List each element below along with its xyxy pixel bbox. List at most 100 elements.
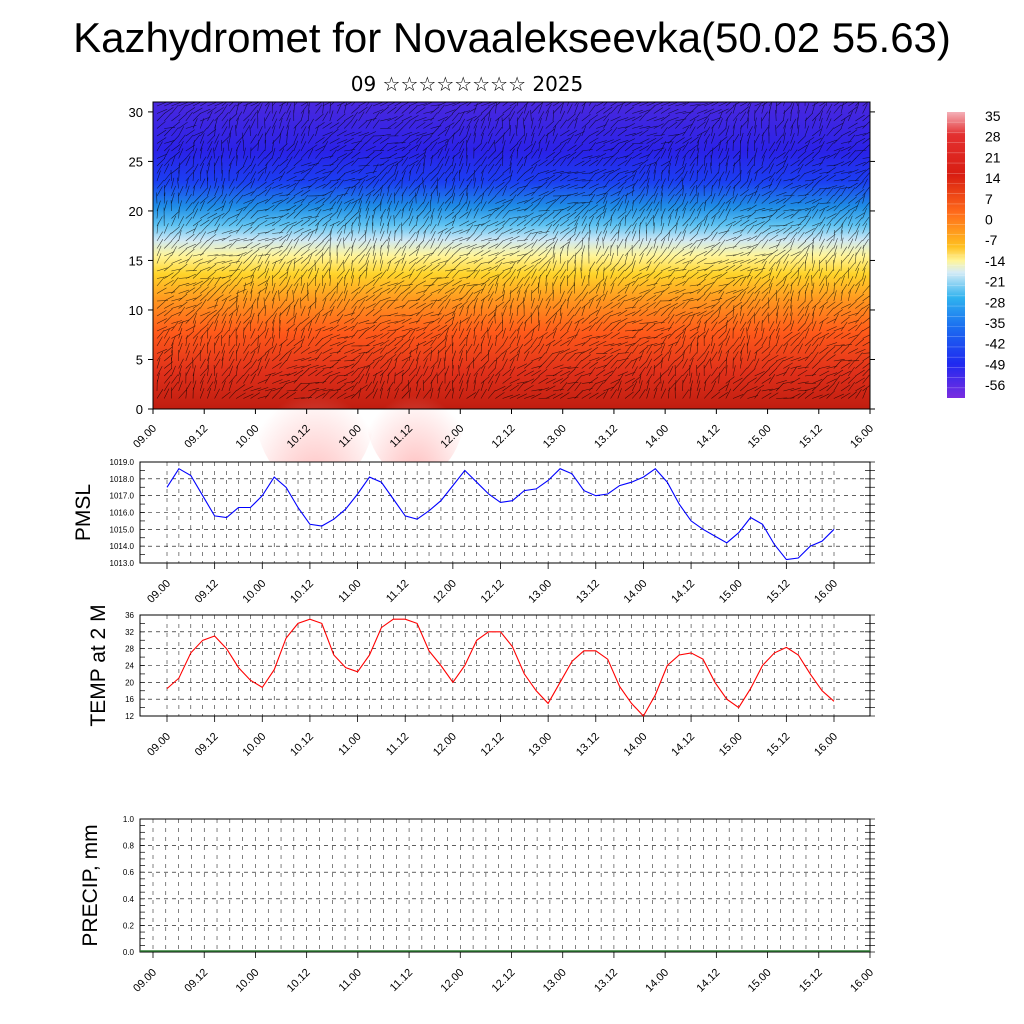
colorbar-label: -56: [985, 377, 1005, 393]
pmsl-x-tick-label: 15.12: [765, 578, 793, 606]
temp-x-tick-label: 15.12: [765, 731, 793, 759]
colorbar-label: -49: [985, 356, 1005, 372]
heatmap-y-tick-label: 10: [129, 303, 143, 318]
precip-y-tick-label: 0.0: [123, 948, 135, 957]
temp-x-tick-label: 14.12: [669, 731, 697, 759]
pmsl-x-tick-label: 10.12: [288, 578, 316, 606]
pmsl-y-tick-label: 1015.0: [110, 525, 135, 534]
temp-y-tick-label: 16: [125, 695, 134, 704]
pmsl-y-tick-label: 1016.0: [110, 509, 135, 518]
temp-x-tick-label: 13.12: [574, 731, 602, 759]
heatmap-x-tick-label: 12.12: [490, 423, 518, 451]
pmsl-x-tick-label: 09.00: [145, 578, 173, 606]
temp-y-tick-label: 28: [125, 645, 134, 654]
pmsl-x-tick-label: 14.12: [669, 578, 697, 606]
heatmap-x-tick-label: 09.12: [182, 423, 210, 451]
precip-x-tick-label: 16.00: [848, 967, 876, 995]
temp-y-tick-label: 20: [125, 678, 134, 687]
heatmap-x-tick-label: 15.00: [746, 423, 774, 451]
heatmap-y-tick-label: 30: [129, 105, 143, 120]
pmsl-y-tick-label: 1018.0: [110, 475, 135, 484]
pmsl-x-tick-label: 12.12: [479, 578, 507, 606]
colorbar-label: -14: [985, 253, 1005, 269]
pmsl-y-tick-label: 1017.0: [110, 492, 135, 501]
temp-x-tick-label: 11.00: [336, 731, 363, 758]
precip-y-tick-label: 0.6: [123, 868, 135, 877]
temp-x-tick-label: 14.00: [622, 731, 650, 759]
precip-x-tick-label: 13.00: [541, 967, 569, 995]
precip-x-tick-label: 11.12: [388, 967, 415, 994]
heatmap-x-tick-label: 13.12: [592, 423, 620, 451]
temp-y-tick-label: 12: [125, 712, 134, 721]
temp-x-tick-label: 12.12: [479, 731, 507, 759]
heatmap-y-tick-label: 25: [129, 154, 143, 169]
colorbar: [947, 112, 965, 398]
wind-barbs: [156, 101, 871, 399]
colorbar-label: -21: [985, 274, 1005, 290]
pmsl-series-line: [166, 467, 835, 561]
colorbar-label: 14: [985, 170, 1001, 186]
precip-x-tick-label: 15.12: [797, 967, 825, 995]
colorbar-label: 35: [985, 108, 1001, 124]
page-title: Kazhydromet for Novaalekseevka(50.02 55.…: [73, 14, 951, 61]
colorbar-label: 7: [985, 191, 993, 207]
temp-x-tick-label: 09.12: [193, 731, 221, 759]
pmsl-y-tick-label: 1013.0: [110, 559, 135, 568]
pmsl-x-tick-label: 09.12: [193, 578, 221, 606]
pmsl-x-tick-label: 13.12: [574, 578, 602, 606]
pmsl-x-tick-label: 12.00: [431, 578, 459, 606]
temp-y-tick-label: 32: [125, 628, 134, 637]
pmsl-x-tick-label: 13.00: [526, 578, 554, 606]
temp-x-tick-label: 09.00: [145, 731, 173, 759]
precip-x-tick-label: 14.12: [695, 967, 723, 995]
colorbar-label: -42: [985, 336, 1005, 352]
colorbar-label: 21: [985, 149, 1001, 165]
colorbar-label: -28: [985, 294, 1005, 310]
pmsl-x-tick-label: 11.00: [336, 578, 363, 605]
precip-x-tick-label: 10.00: [234, 967, 262, 995]
pmsl-x-tick-label: 15.00: [717, 578, 745, 606]
colorbar-label: 0: [985, 212, 993, 228]
pmsl-frame: [139, 461, 871, 564]
temp-x-tick-label: 10.00: [240, 731, 268, 759]
pmsl-x-tick-label: 14.00: [622, 578, 650, 606]
pmsl-x-tick-label: 16.00: [812, 578, 840, 606]
heatmap-y-tick-label: 20: [129, 204, 143, 219]
heatmap-x-tick-label: 13.00: [541, 423, 569, 451]
temp-series-line: [166, 618, 835, 717]
pmsl-x-tick-label: 11.12: [384, 578, 411, 605]
temp-frame: [139, 614, 871, 717]
temp-y-tick-label: 24: [125, 662, 134, 671]
precip-y-tick-label: 1.0: [123, 815, 135, 824]
heatmap-x-tick-label: 15.12: [797, 423, 825, 451]
heatmap-x-tick-label: 09.00: [131, 423, 159, 451]
precip-x-tick-label: 09.12: [182, 967, 210, 995]
temp-x-tick-label: 13.00: [526, 731, 554, 759]
pmsl-x-tick-label: 10.00: [240, 578, 268, 606]
heatmap-y-tick-label: 5: [136, 352, 143, 367]
precip-x-tick-label: 12.00: [438, 967, 466, 995]
pmsl-ylabel: PMSL: [72, 484, 95, 541]
pmsl-y-tick-label: 1019.0: [110, 458, 135, 467]
temp-y-tick-label: 36: [125, 611, 134, 620]
heatmap-y-tick-label: 15: [129, 253, 143, 268]
temp-x-tick-label: 12.00: [431, 731, 459, 759]
precip-x-tick-label: 15.00: [746, 967, 774, 995]
precip-y-tick-label: 0.8: [123, 842, 135, 851]
temp-ylabel: TEMP at 2 M: [87, 604, 110, 726]
heatmap-x-tick-label: 14.12: [695, 423, 723, 451]
pmsl-y-tick-label: 1014.0: [110, 542, 135, 551]
precip-x-tick-label: 09.00: [131, 967, 159, 995]
precip-x-tick-label: 10.12: [285, 967, 313, 995]
temp-x-tick-label: 11.12: [384, 731, 411, 758]
precip-x-tick-label: 14.00: [643, 967, 671, 995]
precip-y-tick-label: 0.4: [123, 895, 135, 904]
heatmap-y-tick-label: 0: [136, 402, 143, 417]
page-subtitle: 09 ☆☆☆☆☆☆☆☆ 2025: [350, 72, 584, 96]
temp-x-tick-label: 16.00: [812, 731, 840, 759]
precip-y-tick-label: 0.2: [123, 921, 135, 930]
temp-x-tick-label: 10.12: [288, 731, 316, 759]
colorbar-label: -7: [985, 232, 998, 248]
heatmap-x-tick-label: 16.00: [848, 423, 876, 451]
